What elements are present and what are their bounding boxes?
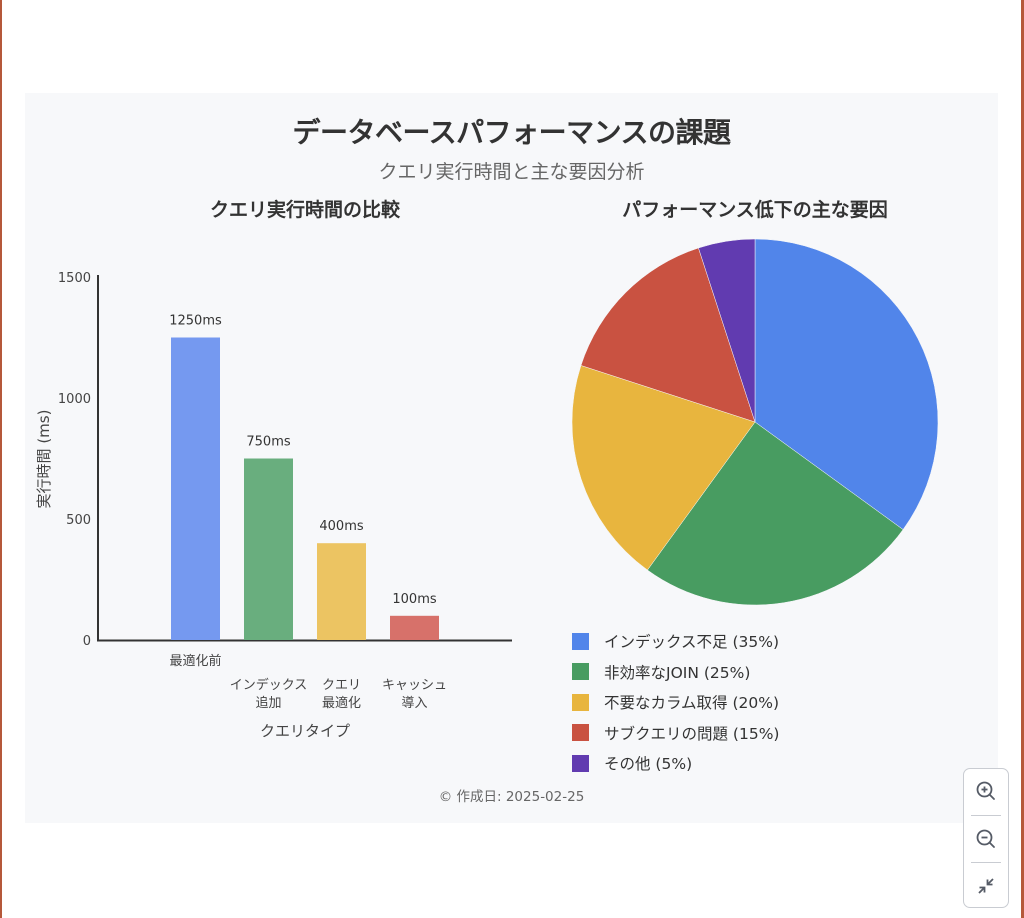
legend-swatch xyxy=(572,693,589,711)
zoom-out-button[interactable] xyxy=(964,817,1008,861)
pie-slice[interactable] xyxy=(580,247,756,423)
bar[interactable] xyxy=(171,337,220,641)
bar-value-label: 100ms xyxy=(392,592,436,607)
y-tick-label: 1000 xyxy=(58,392,91,407)
page-subtitle: クエリ実行時間と主な要因分析 xyxy=(378,161,645,183)
bar-value-label: 750ms xyxy=(246,435,290,450)
legend-item[interactable]: その他 (5%) xyxy=(572,748,779,779)
pie-slice[interactable] xyxy=(571,365,756,571)
zoom-controls xyxy=(963,768,1009,908)
y-tick-label: 500 xyxy=(66,513,91,528)
page-title: データベースパフォーマンスの課題 xyxy=(292,116,731,149)
bar-chart-title: クエリ実行時間の比較 xyxy=(209,199,400,221)
legend-swatch xyxy=(572,663,589,681)
x-tick-label: クエリ xyxy=(322,678,361,693)
pie-legend: インデックス不足 (35%) 非効率なJOIN (25%) 不要なカラム取得 (20… xyxy=(572,626,779,779)
zoom-out-icon xyxy=(976,829,995,848)
pie-chart-title: パフォーマンス低下の主な要因 xyxy=(622,199,888,221)
zoom-separator xyxy=(971,862,1001,863)
x-tick-label: キャッシュ xyxy=(382,678,447,693)
y-tick-label: 1500 xyxy=(58,271,91,286)
pie-slice[interactable] xyxy=(754,238,939,530)
legend-label: サブクエリの問題 (15%) xyxy=(604,724,780,743)
y-tick-label: 0 xyxy=(83,634,91,649)
legend-swatch xyxy=(572,754,589,772)
legend-label: インデックス不足 (35%) xyxy=(604,633,780,652)
x-tick-label: 最適化 xyxy=(322,695,361,711)
legend-item[interactable]: 不要なカラム取得 (20%) xyxy=(572,687,779,718)
x-tick-label: 追加 xyxy=(255,695,281,711)
legend-swatch xyxy=(572,724,589,742)
bar-value-label: 400ms xyxy=(319,519,363,534)
x-axis-label: クエリタイプ xyxy=(260,722,350,740)
pie-slice[interactable] xyxy=(698,238,756,423)
legend-swatch xyxy=(572,632,589,650)
bar-value-label: 1250ms xyxy=(169,314,222,329)
bar[interactable] xyxy=(317,543,366,640)
legend-item[interactable]: インデックス不足 (35%) xyxy=(572,626,779,657)
legend-label: その他 (5%) xyxy=(604,755,693,774)
pie-slice[interactable] xyxy=(647,421,904,606)
window-border-left xyxy=(0,0,2,918)
legend-label: 不要なカラム取得 (20%) xyxy=(604,694,780,713)
zoom-separator xyxy=(971,815,1001,816)
legend-item[interactable]: サブクエリの問題 (15%) xyxy=(572,718,779,749)
bar[interactable] xyxy=(244,458,293,641)
x-tick-label: インデックス xyxy=(230,677,308,693)
y-axis-ticks: 0 500 1000 1500 xyxy=(58,271,91,649)
footer-created-date: © 作成日: 2025-02-25 xyxy=(438,789,585,805)
window-border-right xyxy=(1021,0,1024,918)
zoom-in-icon xyxy=(976,781,995,800)
legend-label: 非効率なJOIN (25%) xyxy=(604,663,751,682)
bar[interactable] xyxy=(390,615,439,640)
collapse-arrows-icon xyxy=(978,878,994,894)
x-tick-label: 最適化前 xyxy=(169,653,221,669)
pie-chart xyxy=(571,238,939,606)
fit-screen-button[interactable] xyxy=(964,864,1008,908)
legend-item[interactable]: 非効率なJOIN (25%) xyxy=(572,657,779,688)
x-tick-label: 導入 xyxy=(401,696,427,711)
zoom-in-button[interactable] xyxy=(964,769,1008,813)
y-axis-label: 実行時間 (ms) xyxy=(35,410,53,509)
